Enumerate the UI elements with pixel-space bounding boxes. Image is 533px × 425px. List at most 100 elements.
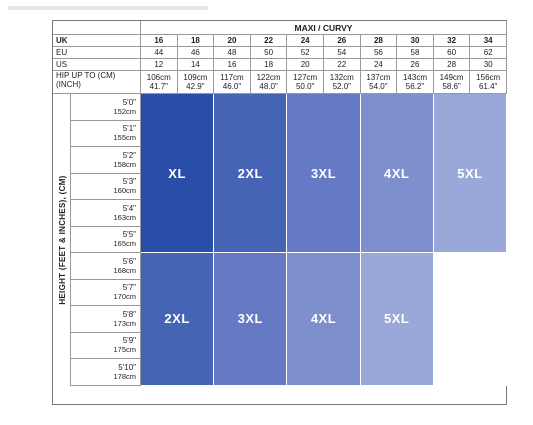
height-cm: 155cm (113, 133, 136, 143)
height-cm: 152cm (113, 106, 136, 116)
hip-cm-value: 156cm (476, 73, 501, 82)
top-decoration-bar (8, 6, 208, 10)
header-spacer (53, 21, 141, 35)
eu-row-cell: 62 (470, 47, 507, 59)
size-block-top: XL (141, 94, 215, 253)
height-feet: 5'10" (118, 362, 136, 372)
height-cm: 158cm (113, 159, 136, 169)
height-cell: 5'9" 175cm (71, 332, 141, 359)
hip-inch-value: 52.0" (332, 82, 351, 91)
uk-row-cell: 22 (250, 35, 288, 47)
height-feet: 5'6" (122, 256, 136, 266)
height-cm: 170cm (113, 292, 136, 302)
hip-cm-value: 137cm (366, 73, 391, 82)
eu-row-cell: 50 (250, 47, 288, 59)
size-block-top: 4XL (360, 94, 434, 253)
height-cell: 5'2" 158cm (71, 147, 141, 174)
us-row-cell: 14 (177, 59, 215, 71)
size-block-bottom (433, 253, 507, 386)
us-row-cell: 28 (433, 59, 471, 71)
eu-row-cell: 58 (397, 47, 434, 59)
us-row-cell: 20 (287, 59, 324, 71)
us-row-cell: 26 (397, 59, 434, 71)
hip-cm-value: 132cm (329, 73, 354, 82)
uk-row-cell: 20 (214, 35, 251, 47)
hip-inch-value: 56.2" (405, 82, 425, 91)
height-cell: 5'8" 173cm (71, 306, 141, 333)
hip-cell: 127cm 50.0" (287, 71, 324, 94)
size-block-bottom: 3XL (214, 253, 288, 386)
hip-label-cm: HIP UP TO (CM) (56, 71, 116, 80)
hip-inch-value: 41.7" (149, 82, 168, 91)
height-cell: 5'1" 155cm (71, 120, 141, 147)
us-row-cell: 12 (141, 59, 178, 71)
height-cm: 175cm (113, 345, 136, 355)
hip-inch-value: 61.4" (478, 82, 498, 91)
us-row-cell: 16 (214, 59, 251, 71)
eu-row-cell: 60 (433, 47, 471, 59)
height-cell: 5'6" 168cm (71, 253, 141, 280)
eu-row-cell: 56 (360, 47, 398, 59)
hip-inch-value: 46.0" (222, 82, 242, 91)
height-cell: 5'3" 160cm (71, 173, 141, 200)
us-row-label: US (53, 59, 141, 71)
eu-row-cell: 46 (177, 47, 215, 59)
eu-row-cell: 48 (214, 47, 251, 59)
size-table: MAXI / CURVY UK 16 18 20 22 24 26 28 30 32 34 EU 44 46… (52, 20, 507, 405)
size-block-bottom: 5XL (360, 253, 434, 386)
height-feet: 5'7" (122, 283, 136, 293)
hip-cell: 117cm 46.0" (214, 71, 251, 94)
height-feet: 5'5" (122, 230, 136, 240)
uk-row-label: UK (53, 35, 141, 47)
eu-row-cell: 44 (141, 47, 178, 59)
height-cm: 168cm (113, 265, 136, 275)
hip-inch-value: 58.6" (442, 82, 461, 91)
uk-row-cell: 24 (287, 35, 324, 47)
height-cm: 165cm (113, 239, 136, 249)
height-axis-label: HEIGHT (FEET & INCHES), (CM) (57, 175, 67, 305)
height-feet: 5'0" (122, 97, 136, 107)
height-feet: 5'3" (122, 177, 136, 187)
hip-cm-value: 109cm (183, 73, 208, 82)
eu-row-cell: 52 (287, 47, 324, 59)
hip-cell: 122cm 48.0" (250, 71, 288, 94)
uk-row-cell: 28 (360, 35, 398, 47)
size-block-top: 5XL (433, 94, 507, 253)
height-feet: 5'1" (122, 124, 136, 134)
hip-cell: 149cm 58.6" (433, 71, 471, 94)
us-row-cell: 24 (360, 59, 398, 71)
height-feet: 5'9" (122, 336, 136, 346)
height-axis-strip: HEIGHT (FEET & INCHES), (CM) (53, 94, 71, 386)
size-chart: MAXI / CURVY UK 16 18 20 22 24 26 28 30 32 34 EU 44 46… (8, 6, 528, 418)
hip-cell: 132cm 52.0" (324, 71, 361, 94)
hip-inch-value: 50.0" (295, 82, 315, 91)
height-feet: 5'2" (122, 150, 136, 160)
hip-cm-value: 106cm (146, 73, 171, 82)
us-row-cell: 30 (470, 59, 507, 71)
height-cell: 5'10" 178cm (71, 359, 141, 386)
uk-row-cell: 26 (324, 35, 361, 47)
height-cm: 160cm (113, 186, 136, 196)
hip-label: HIP UP TO (CM) (INCH) (53, 71, 141, 94)
hip-cell: 156cm 61.4" (470, 71, 507, 94)
eu-row-cell: 54 (324, 47, 361, 59)
height-feet: 5'8" (122, 309, 136, 319)
height-cm: 173cm (113, 318, 136, 328)
height-cell: 5'5" 165cm (71, 226, 141, 253)
height-cm: 178cm (113, 371, 136, 381)
uk-row-cell: 16 (141, 35, 178, 47)
uk-row-cell: 30 (397, 35, 434, 47)
hip-cm-value: 117cm (220, 73, 244, 82)
hip-cell: 137cm 54.0" (360, 71, 398, 94)
uk-row-cell: 32 (433, 35, 471, 47)
uk-row-cell: 34 (470, 35, 507, 47)
hip-inch-value: 42.9" (186, 82, 205, 91)
height-cm: 163cm (113, 212, 136, 222)
hip-cm-value: 149cm (439, 73, 464, 82)
size-block-top: 3XL (287, 94, 361, 253)
hip-cm-value: 143cm (402, 73, 427, 82)
hip-inch-value: 54.0" (369, 82, 388, 91)
table-title: MAXI / CURVY (141, 21, 507, 35)
hip-cm-value: 127cm (293, 73, 318, 82)
size-block-bottom: 2XL (141, 253, 215, 386)
